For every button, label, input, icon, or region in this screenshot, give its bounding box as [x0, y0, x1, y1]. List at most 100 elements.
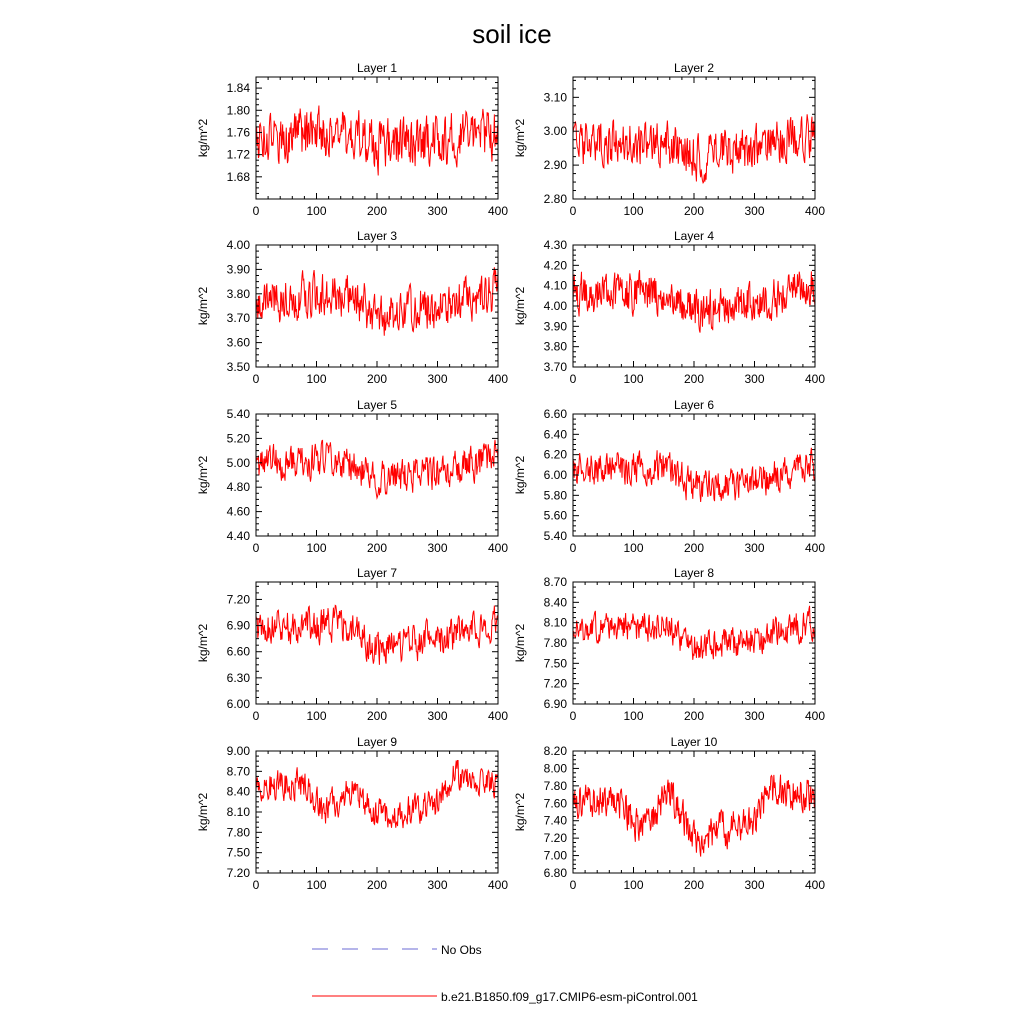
x-tick-label: 200 [684, 709, 704, 723]
x-tick-label: 300 [427, 372, 447, 386]
y-tick-label: 8.70 [544, 575, 568, 589]
y-axis-label: kg/m^2 [513, 287, 527, 326]
y-tick-label: 3.90 [544, 319, 568, 333]
x-tick-label: 300 [744, 878, 764, 892]
y-tick-label: 3.70 [544, 360, 568, 374]
y-tick-label: 8.20 [544, 744, 568, 758]
y-tick-label: 6.90 [227, 619, 251, 633]
y-tick-label: 7.40 [544, 814, 568, 828]
y-tick-label: 1.68 [227, 170, 251, 184]
y-tick-label: 1.84 [227, 81, 251, 95]
y-tick-label: 7.50 [227, 846, 251, 860]
y-tick-label: 7.20 [544, 831, 568, 845]
legend-model-label: b.e21.B1850.f09_g17.CMIP6-esm-piControl.… [441, 990, 698, 1004]
y-tick-label: 5.40 [227, 407, 251, 421]
series-line [255, 105, 499, 176]
x-tick-label: 300 [744, 709, 764, 723]
y-tick-label: 5.20 [227, 431, 251, 445]
y-tick-label: 7.80 [227, 825, 251, 839]
series-line [572, 114, 816, 185]
plot-frame [255, 750, 499, 874]
y-tick-label: 3.70 [227, 311, 251, 325]
x-tick-label: 200 [367, 709, 387, 723]
y-axis-label: kg/m^2 [196, 119, 210, 158]
x-tick-label: 300 [427, 709, 447, 723]
panel-layer-7: Layer 7 kg/m^2 0 100 200 300 400 6.00 6.30 6.60 6.… [196, 566, 508, 723]
y-tick-label: 7.20 [544, 677, 568, 691]
y-axis-label: kg/m^2 [513, 119, 527, 158]
y-tick-label: 8.40 [227, 785, 251, 799]
x-tick-label: 300 [427, 878, 447, 892]
x-tick-label: 400 [488, 878, 508, 892]
series-line [255, 760, 499, 829]
x-tick-label: 400 [488, 204, 508, 218]
y-tick-label: 8.70 [227, 764, 251, 778]
x-tick-label: 100 [306, 204, 326, 218]
x-tick-label: 200 [684, 878, 704, 892]
y-axis-label: kg/m^2 [513, 793, 527, 832]
x-tick-label: 400 [805, 541, 825, 555]
y-tick-label: 6.90 [544, 697, 568, 711]
y-tick-label: 1.80 [227, 103, 251, 117]
x-tick-label: 200 [367, 878, 387, 892]
y-tick-label: 7.80 [544, 779, 568, 793]
panel-layer-9: Layer 9 kg/m^2 0 100 200 300 400 7.20 7.50 7.80 8.… [196, 735, 508, 892]
x-tick-label: 100 [623, 541, 643, 555]
y-tick-label: 6.60 [544, 407, 568, 421]
y-tick-label: 7.50 [544, 656, 568, 670]
y-tick-label: 4.30 [544, 238, 568, 252]
x-tick-label: 100 [623, 878, 643, 892]
y-tick-label: 7.20 [227, 866, 251, 880]
y-tick-label: 5.60 [544, 509, 568, 523]
x-tick-label: 0 [570, 541, 577, 555]
x-tick-label: 0 [253, 372, 260, 386]
y-tick-label: 9.00 [227, 744, 251, 758]
panel-title: Layer 6 [674, 398, 714, 412]
x-tick-label: 200 [684, 372, 704, 386]
panel-layer-3: Layer 3 kg/m^2 0 100 200 300 400 3.50 3.60 3.70 3.… [196, 229, 508, 386]
x-tick-label: 100 [623, 709, 643, 723]
x-tick-label: 400 [805, 709, 825, 723]
y-tick-label: 7.80 [544, 636, 568, 650]
x-tick-label: 0 [570, 878, 577, 892]
legend-obs-label: No Obs [441, 943, 482, 957]
x-tick-label: 0 [570, 204, 577, 218]
panel-title: Layer 2 [674, 61, 714, 75]
y-tick-label: 4.80 [227, 480, 251, 494]
panel-title: Layer 7 [357, 566, 397, 580]
y-tick-label: 5.00 [227, 456, 251, 470]
x-tick-label: 0 [253, 541, 260, 555]
panel-title: Layer 3 [357, 229, 397, 243]
x-tick-label: 200 [684, 541, 704, 555]
x-tick-label: 400 [488, 709, 508, 723]
y-tick-label: 3.10 [544, 90, 568, 104]
legend: No Obs b.e21.B1850.f09_g17.CMIP6-esm-piC… [312, 943, 698, 1004]
y-tick-label: 3.00 [544, 124, 568, 138]
x-tick-label: 200 [367, 204, 387, 218]
y-tick-label: 6.40 [544, 427, 568, 441]
panel-layer-1: Layer 1 kg/m^2 0 100 200 300 400 1.68 1.72 1.76 1.… [196, 61, 508, 218]
y-tick-label: 8.40 [544, 595, 568, 609]
y-tick-label: 4.10 [544, 279, 568, 293]
y-tick-label: 6.60 [227, 645, 251, 659]
y-tick-label: 7.00 [544, 849, 568, 863]
panel-title: Layer 4 [674, 229, 714, 243]
y-tick-label: 8.00 [544, 761, 568, 775]
y-tick-label: 1.76 [227, 125, 251, 139]
y-tick-label: 5.40 [544, 529, 568, 543]
figure-title: soil ice [472, 19, 551, 49]
x-tick-label: 200 [367, 541, 387, 555]
y-axis-label: kg/m^2 [196, 456, 210, 495]
y-axis-label: kg/m^2 [513, 456, 527, 495]
y-tick-label: 6.00 [544, 468, 568, 482]
y-tick-label: 1.72 [227, 148, 251, 162]
y-tick-label: 3.80 [544, 340, 568, 354]
y-tick-label: 4.00 [544, 299, 568, 313]
x-tick-label: 400 [805, 372, 825, 386]
y-axis-label: kg/m^2 [196, 287, 210, 326]
x-tick-label: 100 [623, 204, 643, 218]
series-line [572, 605, 816, 660]
y-tick-label: 4.20 [544, 258, 568, 272]
y-tick-label: 8.10 [227, 805, 251, 819]
panel-title: Layer 10 [671, 735, 718, 749]
